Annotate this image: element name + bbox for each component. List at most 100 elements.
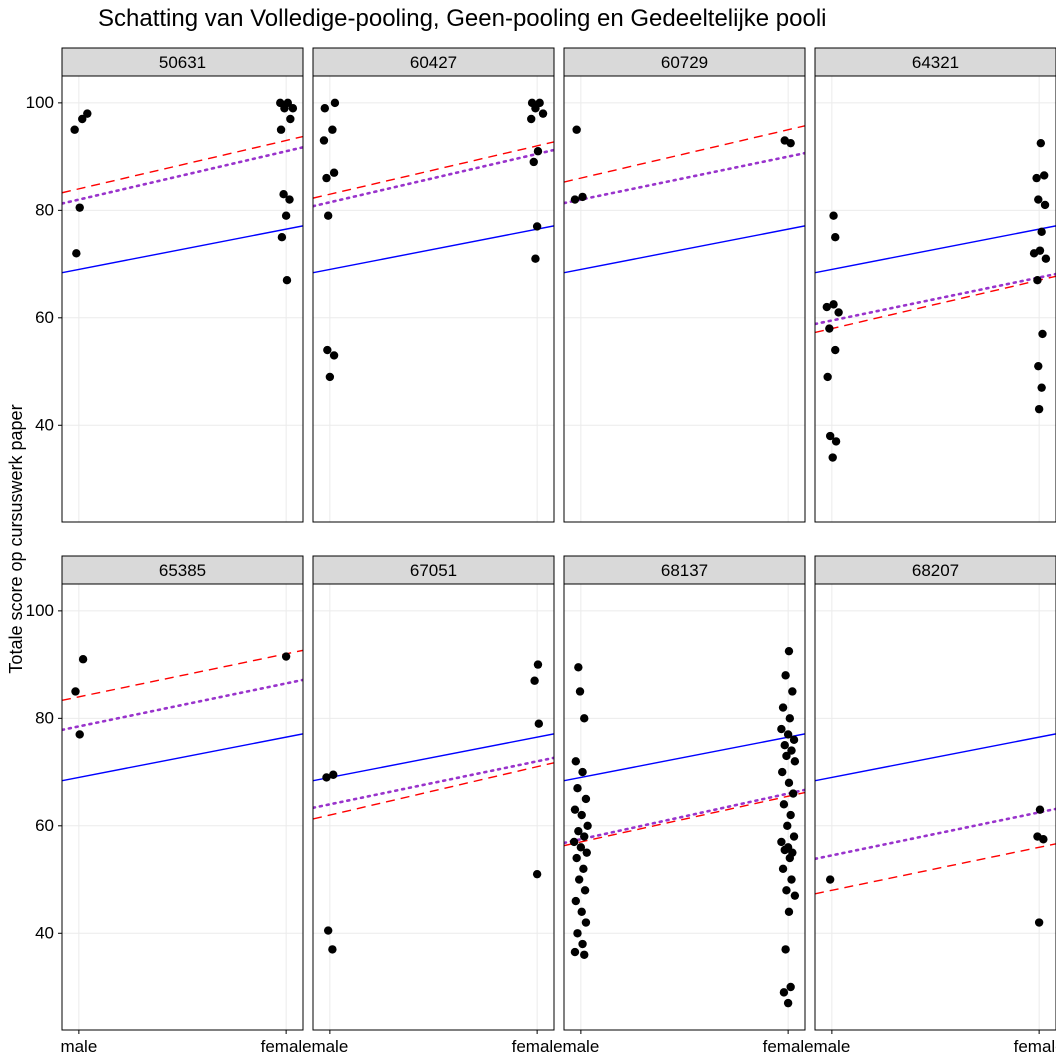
data-point (571, 948, 579, 956)
y-tick-label: 60 (35, 816, 54, 835)
data-point (324, 926, 332, 934)
data-point (823, 373, 831, 381)
data-point (1035, 918, 1043, 926)
data-point (76, 730, 84, 738)
data-point (786, 983, 794, 991)
data-point (572, 126, 580, 134)
data-point (320, 136, 328, 144)
data-point (778, 768, 786, 776)
panel-bg (815, 584, 1056, 1030)
data-point (582, 918, 590, 926)
data-point (583, 822, 591, 830)
data-point (572, 757, 580, 765)
data-point (578, 811, 586, 819)
data-point (76, 203, 84, 211)
panel-bg (62, 584, 303, 1030)
data-point (1041, 201, 1049, 209)
y-tick-label: 60 (35, 308, 54, 327)
y-tick-label: 40 (35, 415, 54, 434)
data-point (534, 660, 542, 668)
data-point (285, 195, 293, 203)
y-tick-label: 40 (35, 923, 54, 942)
y-tick-label: 100 (26, 601, 54, 620)
data-point (282, 212, 290, 220)
chart-container: Schatting van Volledige-pooling, Geen-po… (0, 0, 1056, 1056)
facet-panel: 65385406080100malefemale (26, 556, 312, 1056)
facet-panel: 50631406080100 (26, 48, 303, 522)
data-point (829, 212, 837, 220)
data-point (582, 795, 590, 803)
x-tick-label: male (813, 1037, 850, 1056)
data-point (789, 789, 797, 797)
data-point (786, 139, 794, 147)
data-point (1039, 835, 1047, 843)
data-point (781, 846, 789, 854)
data-point (786, 854, 794, 862)
data-point (578, 193, 586, 201)
data-point (283, 276, 291, 284)
facet-label: 50631 (159, 53, 206, 72)
data-point (1037, 228, 1045, 236)
data-point (535, 720, 543, 728)
data-point (790, 736, 798, 744)
data-point (1036, 246, 1044, 254)
facet-chart: Schatting van Volledige-pooling, Geen-po… (0, 0, 1056, 1056)
x-tick-label: female (261, 1037, 312, 1056)
y-axis-label: Totale score op cursuswerk paper (6, 404, 26, 673)
data-point (831, 346, 839, 354)
data-point (578, 768, 586, 776)
data-point (326, 373, 334, 381)
data-point (578, 908, 586, 916)
data-point (825, 324, 833, 332)
data-point (278, 233, 286, 241)
data-point (781, 671, 789, 679)
data-point (572, 897, 580, 905)
data-point (530, 677, 538, 685)
facet-panel: 68207malefemale (813, 556, 1056, 1056)
data-point (286, 115, 294, 123)
data-point (575, 875, 583, 883)
data-point (777, 838, 785, 846)
x-tick-label: male (562, 1037, 599, 1056)
facet-panel: 67051malefemale (311, 556, 562, 1056)
facet-panel: 64321 (815, 48, 1056, 522)
data-point (328, 126, 336, 134)
data-point (72, 249, 80, 257)
data-point (1037, 383, 1045, 391)
y-tick-label: 80 (35, 708, 54, 727)
data-point (784, 999, 792, 1007)
facet-panel: 60427 (313, 48, 554, 522)
data-point (533, 870, 541, 878)
data-point (780, 800, 788, 808)
data-point (791, 757, 799, 765)
data-point (330, 169, 338, 177)
data-point (289, 104, 297, 112)
data-point (570, 838, 578, 846)
data-point (788, 687, 796, 695)
data-point (787, 875, 795, 883)
data-point (321, 104, 329, 112)
data-point (829, 300, 837, 308)
data-point (531, 254, 539, 262)
y-tick-label: 80 (35, 200, 54, 219)
panel-bg (62, 76, 303, 522)
data-point (779, 865, 787, 873)
data-point (539, 109, 547, 117)
data-point (1037, 139, 1045, 147)
facet-label: 68137 (661, 561, 708, 580)
x-tick-label: female (1014, 1037, 1056, 1056)
facet-panel: 60729 (564, 48, 805, 522)
data-point (829, 453, 837, 461)
data-point (579, 865, 587, 873)
data-point (1034, 195, 1042, 203)
data-point (573, 784, 581, 792)
panel-bg (313, 584, 554, 1030)
data-point (786, 714, 794, 722)
data-point (328, 945, 336, 953)
data-point (1036, 805, 1044, 813)
panel-bg (564, 584, 805, 1030)
data-point (1042, 254, 1050, 262)
data-point (329, 771, 337, 779)
x-tick-label: female (763, 1037, 814, 1056)
data-point (790, 832, 798, 840)
